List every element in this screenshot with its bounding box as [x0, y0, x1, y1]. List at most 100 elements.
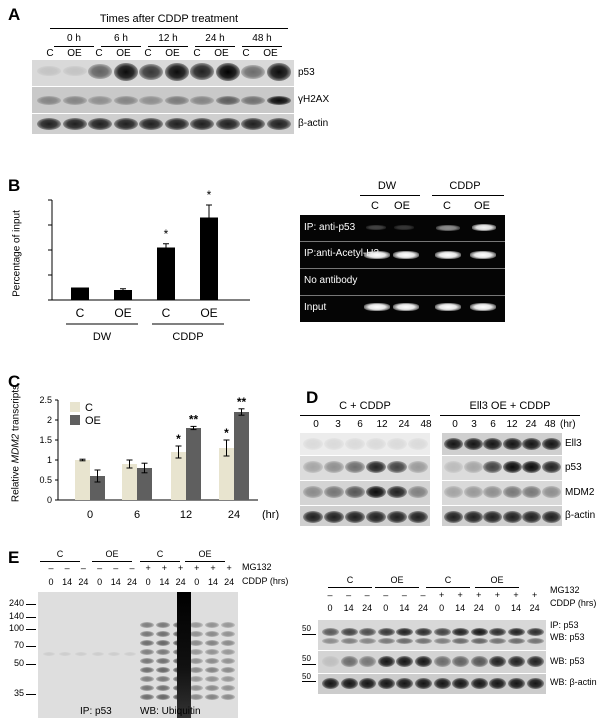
panel-d-band [502, 486, 522, 498]
panel-d-right-line [440, 415, 580, 416]
panel-e-right-band [470, 656, 488, 667]
panel-e-right-band [526, 656, 544, 667]
panel-d-left-time: 0 [313, 419, 319, 430]
panel-e-left-marker: 50 [13, 658, 24, 668]
actin-band [113, 118, 138, 130]
panel-d-band [324, 511, 344, 523]
panel-e-right-cddp: 24 [529, 603, 540, 613]
panel-e-right-band [489, 678, 507, 689]
panel-e-left-smear [188, 631, 203, 637]
panel-a-lane-label: C [46, 48, 54, 59]
panel-e-left-smear [140, 676, 155, 682]
panel-d-band [483, 438, 502, 450]
panel-e-right-band [433, 628, 451, 636]
panel-e-left-marker: 100 [8, 623, 24, 633]
panel-e-left-smear [140, 658, 155, 664]
panel-e-left-group: C [56, 549, 64, 559]
panel-d-band [502, 461, 522, 473]
panel-d-left-time: 24 [398, 419, 410, 430]
panel-d-band [522, 461, 541, 473]
panel-e-left-smear [221, 658, 236, 664]
panel-e-left-smear [156, 649, 171, 655]
panel-e-right-mg132: + [438, 590, 445, 600]
panel-e-left-mg132: – [97, 563, 103, 573]
panel-e-left-group: OE [198, 549, 212, 559]
panel-e-right-band [377, 656, 395, 667]
panel-e-right-band [489, 638, 507, 644]
panel-e-right-band [340, 678, 358, 689]
panel-d-band [483, 511, 502, 523]
gel-band [470, 303, 496, 311]
panel-d-band [345, 511, 365, 523]
panel-d-band [387, 511, 407, 523]
p53-band [88, 64, 112, 79]
panel-e-left-smear [156, 640, 171, 646]
panel-e-right-group: C [444, 575, 452, 585]
panel-e-right-cddp-label: CDDP (hrs) [550, 598, 597, 608]
panel-e-right-blot-wb-p53 [318, 651, 546, 673]
panel-a-lane-label: OE [263, 48, 278, 59]
actin-band [215, 118, 240, 130]
panel-a-time-label: 24 h [205, 33, 225, 44]
panel-d-band [366, 438, 386, 450]
panel-e-left-smear [140, 667, 155, 673]
panel-e-right-row1a: IP: p53 [550, 620, 579, 630]
gel-band [436, 225, 460, 231]
panel-d-right-title: Ell3 OE + CDDP [469, 400, 551, 412]
panel-c-bar [122, 464, 137, 500]
panel-c-bar [186, 428, 201, 500]
panel-d-band [345, 438, 365, 450]
panel-e-right-row1b: WB: p53 [550, 632, 585, 642]
panel-e-left-smear [156, 676, 171, 682]
panel-b-gel-divider-2 [300, 268, 505, 269]
panel-b-category-label: OE [114, 306, 131, 320]
panel-e-right-band [396, 628, 414, 636]
panel-e-right-band [359, 628, 377, 636]
panel-d-band [324, 438, 344, 450]
panel-e-right-cddp: 14 [399, 603, 410, 613]
panel-c-x-unit: (hr) [262, 509, 279, 520]
panel-d-band [408, 486, 428, 498]
actin-band [164, 118, 189, 130]
panel-d-band [387, 486, 407, 498]
panel-e-right-band [377, 628, 395, 636]
gh2ax-band [241, 96, 265, 105]
panel-e-left-smear [221, 622, 236, 628]
panel-d-right-ell3 [442, 433, 562, 455]
panel-a-lane-label: OE [165, 48, 180, 59]
panel-e-right-band [489, 656, 507, 667]
actin-band [37, 118, 61, 130]
panel-e-left-smear [43, 652, 55, 656]
panel-e-left-cddp: 24 [78, 577, 89, 587]
panel-d-right-mdm2 [442, 481, 562, 505]
panel-a-header-line [50, 28, 288, 29]
panel-e-right-mg132: + [513, 590, 519, 600]
gh2ax-band [215, 96, 240, 105]
p53-band [215, 63, 240, 81]
panel-e-left-cddp: 24 [175, 577, 186, 587]
panel-e-left-smear [188, 640, 203, 646]
gel-band [435, 303, 461, 311]
panel-e-left-smear [140, 685, 155, 691]
panel-e-right-band [526, 628, 544, 636]
panel-d-band [541, 438, 561, 450]
panel-d-row-actin: β-actin [565, 510, 596, 521]
panel-a-time-line [101, 46, 141, 47]
panel-a-lane-label: C [193, 48, 201, 59]
panel-e-left-smear [205, 631, 219, 637]
actin-band [190, 118, 214, 130]
panel-e-right-cddp: 24 [362, 603, 373, 613]
panel-e-right-band [340, 656, 358, 667]
panel-e-right-cddp: 24 [417, 603, 428, 613]
panel-d-label: D [306, 388, 319, 407]
panel-c-y-tick-label: 1 [47, 455, 52, 465]
panel-d-band [303, 461, 323, 473]
panel-e-right-band [526, 638, 544, 644]
panel-e-right-band [470, 628, 488, 636]
actin-band [88, 118, 112, 130]
gel-band [393, 303, 419, 311]
panel-e-right-band [508, 678, 525, 689]
panel-e-right-row2: WB: p53 [550, 656, 585, 666]
panel-d-right-time: 12 [506, 419, 518, 430]
panel-e-left-smear [221, 631, 236, 637]
